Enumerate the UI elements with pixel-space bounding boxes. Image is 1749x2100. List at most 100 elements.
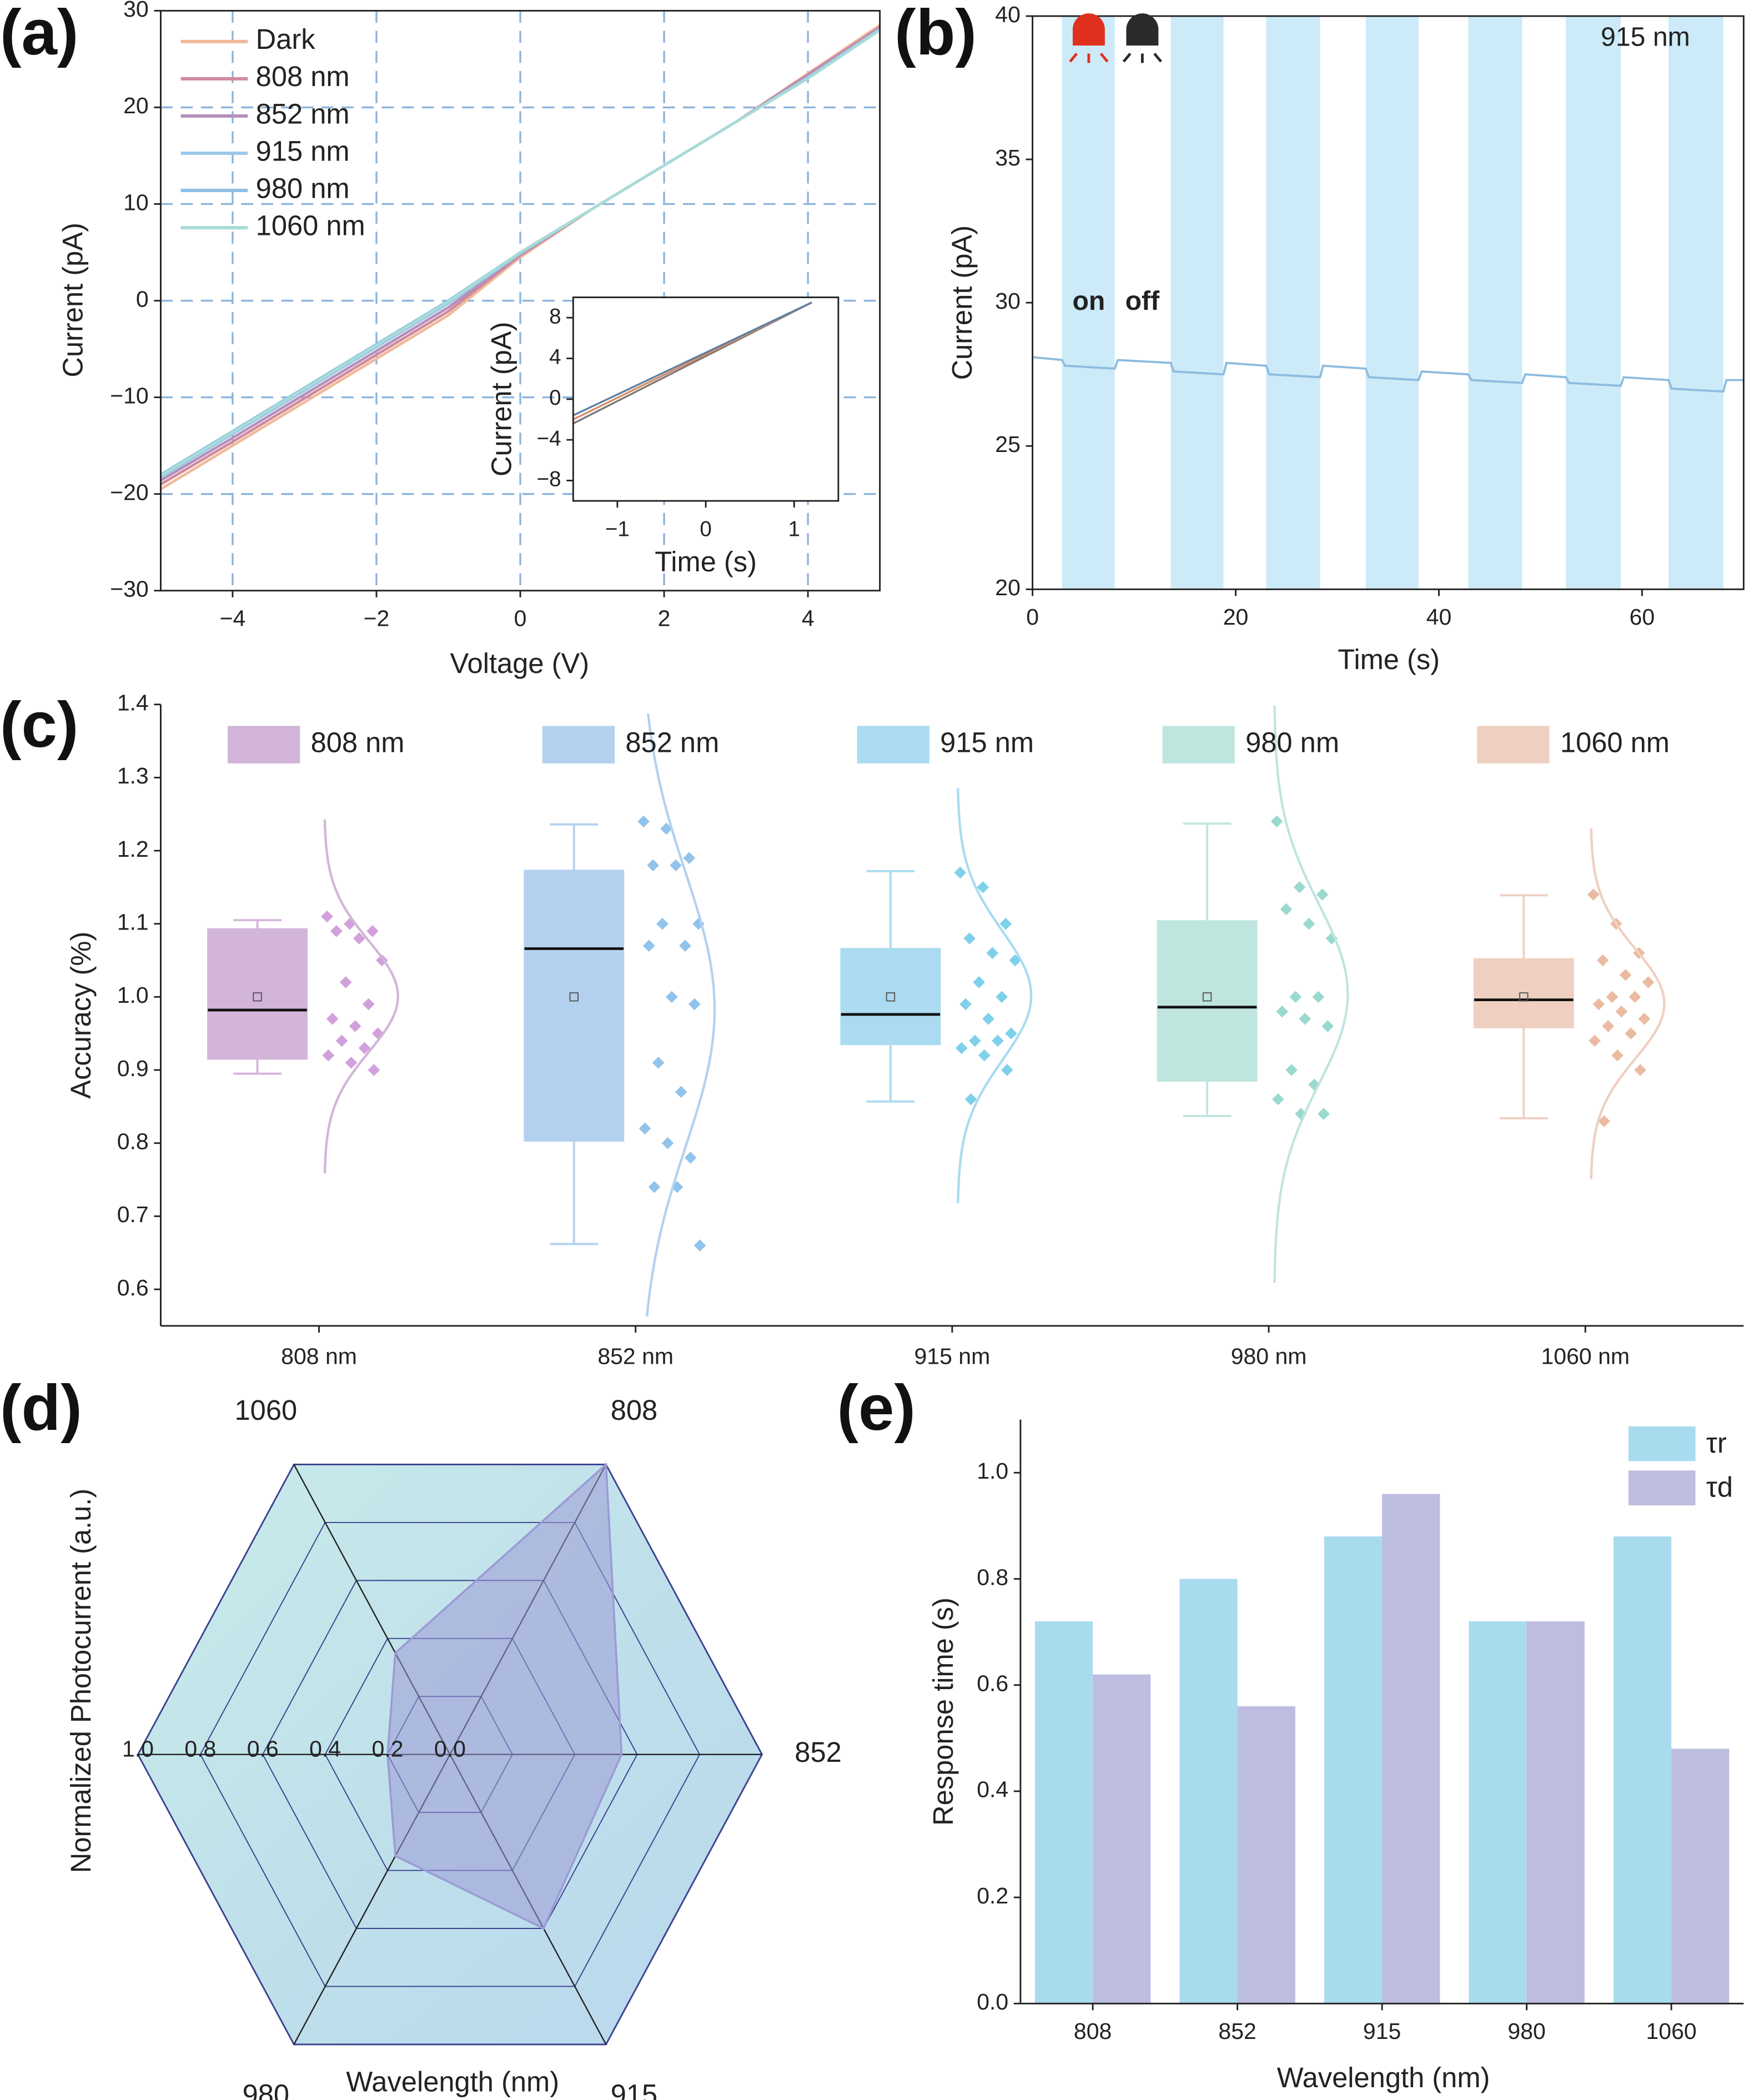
data-point — [1602, 1020, 1615, 1032]
panel-label: (d) — [0, 1371, 82, 1444]
distribution-curve — [323, 820, 400, 1174]
data-point — [647, 859, 659, 872]
light-on-band — [1170, 16, 1224, 590]
legend-label: 808 nm — [256, 61, 350, 92]
y-tick-label: 30 — [123, 0, 149, 22]
data-point — [1587, 888, 1600, 901]
data-point — [977, 881, 989, 893]
x-tick-label: 2 — [658, 606, 671, 631]
data-point — [330, 925, 343, 937]
x-tick-label: 980 nm — [1231, 1344, 1307, 1369]
light-off-icon — [1122, 13, 1163, 63]
x-tick-label: 4 — [802, 606, 815, 631]
data-point — [1299, 1013, 1311, 1025]
y-axis-title: Current (pA) — [946, 225, 978, 380]
data-point — [1285, 1064, 1298, 1076]
x-tick-label: 60 — [1630, 604, 1655, 630]
y-axis-title: Normalized Photocurrent (a.u.) — [65, 1489, 97, 1873]
legend-swatch — [1628, 1426, 1696, 1461]
x-tick-label: 1 — [788, 517, 800, 541]
x-axis-title: Time (s) — [655, 546, 757, 577]
bar — [1526, 1621, 1585, 2004]
data-point — [660, 822, 673, 835]
legend-label: τd — [1706, 1471, 1733, 1503]
data-point — [1289, 991, 1302, 1003]
light-on-band — [1365, 16, 1419, 590]
x-tick-label: −1 — [605, 517, 630, 541]
data-point — [978, 1049, 991, 1062]
plot-frame — [1032, 15, 1745, 590]
y-tick-label: 0.8 — [117, 1129, 149, 1154]
bar — [1237, 1706, 1295, 2004]
data-point — [1592, 998, 1605, 1011]
y-tick-label: 0 — [549, 386, 561, 410]
annotation: 915 nm — [1601, 22, 1690, 52]
legend-label: 1060 nm — [1560, 726, 1670, 758]
category-label: 808 — [611, 1394, 658, 1426]
x-tick-label: −2 — [364, 606, 390, 631]
radar-area — [386, 1462, 623, 1930]
data-point — [345, 1057, 358, 1069]
data-point — [999, 917, 1012, 930]
annotation: on — [1072, 286, 1105, 316]
data-point — [1293, 881, 1306, 893]
panel-label: (c) — [0, 689, 79, 761]
y-axis-title: Accuracy (%) — [65, 932, 97, 1099]
data-point — [1606, 991, 1619, 1003]
distribution-curve — [646, 714, 716, 1317]
data-point — [349, 1020, 361, 1032]
legend-label: 852 nm — [256, 98, 350, 129]
data-point — [639, 1122, 651, 1135]
data-point — [1589, 1034, 1601, 1047]
y-tick-label: 4 — [549, 345, 561, 369]
legend-label: 980 nm — [1245, 726, 1339, 758]
data-point — [335, 1034, 348, 1047]
series-line — [160, 29, 881, 477]
data-point — [1629, 991, 1641, 1003]
y-tick-label: 30 — [995, 288, 1021, 314]
r-tick-label: 0.4 — [309, 1736, 341, 1761]
x-tick-label: 0 — [1026, 604, 1039, 630]
x-axis-title: Time (s) — [1338, 644, 1440, 675]
y-tick-label: 0.4 — [977, 1777, 1008, 1802]
data-point — [964, 1093, 977, 1106]
data-point — [661, 1137, 674, 1149]
y-tick-label: −10 — [110, 383, 149, 408]
category-label: 852 — [795, 1736, 842, 1768]
mean-marker — [886, 992, 896, 1002]
bar — [1179, 1579, 1238, 2004]
data-point — [648, 1180, 661, 1193]
data-point — [1272, 1093, 1284, 1106]
x-axis-title: Wavelength (nm) — [346, 2066, 559, 2097]
data-point — [1642, 976, 1655, 988]
r-tick-label: 0.8 — [184, 1736, 216, 1761]
bar — [1469, 1621, 1527, 2004]
bar — [1671, 1749, 1730, 2004]
light-on-band — [1468, 16, 1522, 590]
series-line — [1032, 356, 1744, 393]
legend-label: 980 nm — [256, 172, 350, 204]
y-tick-label: 1.3 — [117, 763, 149, 788]
legend-swatch — [228, 726, 300, 763]
x-tick-label: 915 — [1363, 2018, 1401, 2044]
data-point — [656, 917, 669, 930]
data-point — [955, 1042, 968, 1054]
distribution-curve — [1273, 705, 1349, 1283]
legend-swatch — [1477, 726, 1550, 763]
data-point — [358, 1042, 371, 1054]
y-tick-label: 0.6 — [977, 1671, 1008, 1696]
y-tick-label: 8 — [549, 304, 561, 328]
panel-label: (e) — [837, 1371, 915, 1444]
data-point — [954, 866, 967, 879]
data-point — [963, 932, 976, 945]
data-point — [1615, 1005, 1628, 1018]
mean-marker — [1202, 992, 1212, 1002]
data-point — [1611, 1049, 1624, 1062]
mean-marker — [1519, 992, 1529, 1002]
r-tick-label: 1.0 — [122, 1736, 154, 1761]
data-point — [1270, 815, 1283, 828]
data-point — [1316, 888, 1329, 901]
mean-marker — [253, 992, 262, 1002]
x-tick-label: 1060 nm — [1541, 1344, 1630, 1369]
data-point — [688, 998, 701, 1011]
